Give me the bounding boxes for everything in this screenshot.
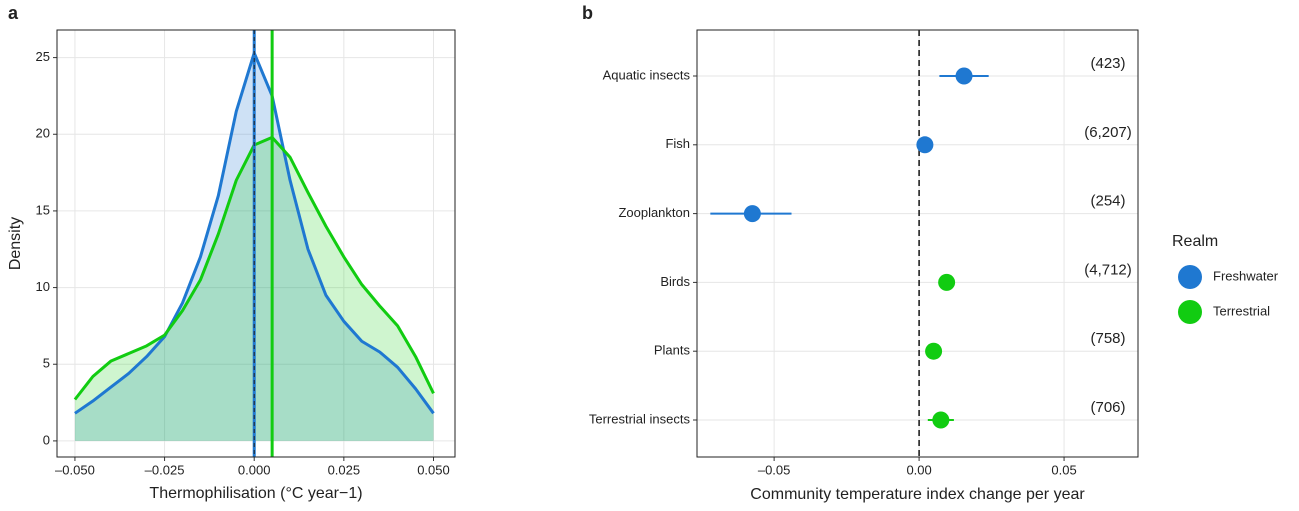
sample-size-label: (758) (1090, 330, 1125, 347)
dot (743, 205, 761, 223)
legend-swatch (1178, 265, 1202, 289)
dot (932, 411, 950, 429)
dot (955, 67, 973, 85)
sample-size-label: (423) (1090, 55, 1125, 72)
dot (938, 273, 956, 291)
x-tick-label: –0.050 (55, 462, 95, 477)
legend-swatch (1178, 300, 1202, 324)
plot-frame (696, 29, 1139, 458)
panel-label: b (582, 3, 593, 23)
panel-label: a (8, 3, 19, 23)
legend-label: Freshwater (1213, 268, 1279, 283)
y-tick-label: 5 (43, 356, 50, 371)
y-axis-title: Density (7, 217, 24, 270)
y-tick-label: 20 (36, 126, 50, 141)
dot (916, 136, 934, 154)
y-tick-label: Fish (665, 136, 690, 151)
x-tick-label: –0.05 (758, 462, 791, 477)
y-tick-label: Aquatic insects (603, 67, 691, 82)
sample-size-label: (6,207) (1084, 124, 1132, 141)
x-tick-label: 0.00 (906, 462, 931, 477)
legend-label: Terrestrial (1213, 303, 1270, 318)
y-tick-label: 0 (43, 432, 50, 447)
y-tick-label: Zooplankton (618, 205, 690, 220)
x-tick-label: –0.025 (145, 462, 185, 477)
x-tick-label: 0.000 (238, 462, 271, 477)
legend-title: Realm (1172, 233, 1218, 250)
dot (925, 342, 943, 360)
x-tick-label: 0.05 (1051, 462, 1076, 477)
y-tick-label: Plants (654, 343, 691, 358)
y-tick-label: Terrestrial insects (589, 411, 691, 426)
y-tick-label: 15 (36, 202, 50, 217)
y-tick-label: 25 (36, 49, 50, 64)
sample-size-label: (706) (1090, 399, 1125, 416)
x-axis-title: Community temperature index change per y… (750, 486, 1085, 503)
x-tick-label: 0.050 (417, 462, 450, 477)
y-tick-label: Birds (660, 274, 690, 289)
y-tick-label: 10 (36, 279, 50, 294)
sample-size-label: (4,712) (1084, 261, 1132, 278)
plot-frame (56, 29, 456, 458)
x-axis-title: Thermophilisation (°C year−1) (149, 485, 362, 502)
sample-size-label: (254) (1090, 193, 1125, 210)
x-tick-label: 0.025 (328, 462, 361, 477)
